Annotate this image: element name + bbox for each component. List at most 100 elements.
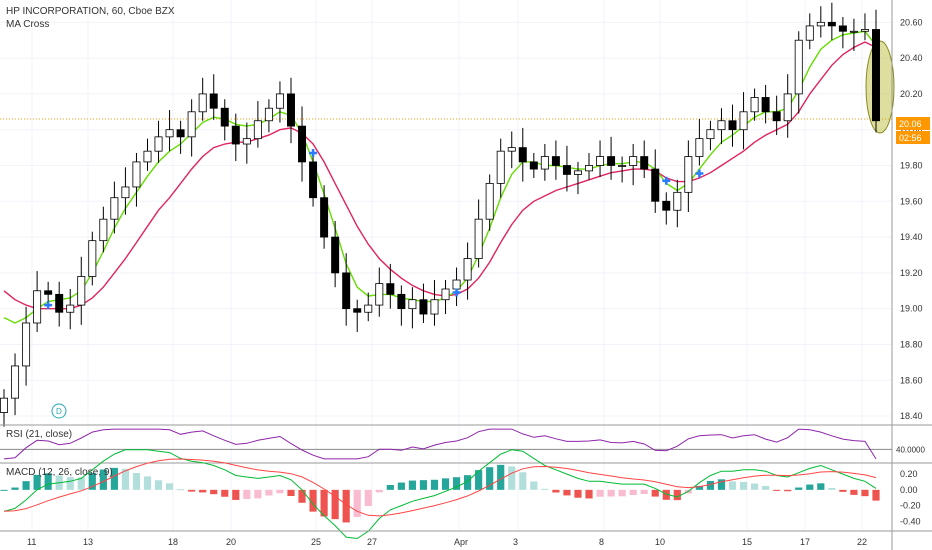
candle-up [474,218,483,259]
time-tick-label: 22 [857,537,867,547]
candle-down [209,93,218,109]
macd-hist-bar [706,480,715,490]
candle-down [662,200,671,211]
candle-up [154,136,163,152]
price-tick-label: 18.80 [900,339,923,349]
candle-down [518,147,527,163]
bar-countdown-tag: 02:56 [899,133,922,143]
candles-layer [0,2,880,427]
macd-hist-bar [408,480,416,490]
candle-up [253,120,262,140]
candle-up [783,93,792,122]
macd-hist-bar [728,481,737,490]
signal-line [3,458,877,517]
macd-hist-bar [828,488,836,490]
macd-hist-bar [0,489,8,491]
macd-hist-bar [541,488,549,490]
price-tick-label: 20.20 [900,89,923,99]
macd-hist-bar [121,468,130,490]
macd-hist-bar [397,482,405,490]
candle-up [463,258,472,281]
time-axis: 11 13 18 20 25 27 Apr 3 8 10 15 17 22 [0,530,932,547]
macd-hist-bar [563,489,571,496]
candle-up [198,93,207,113]
macd-hist-bar [695,485,703,490]
macd-hist-bar [386,485,394,490]
candle-up [430,299,439,315]
macd-hist-bar [662,489,670,500]
macd-hist-bar [210,489,218,495]
macd-hist-bar [254,489,262,499]
price-tick-label: 20.60 [900,17,923,27]
candle-up [165,129,174,138]
candle-up [739,111,748,131]
candle-down [176,129,185,138]
candle-up [441,288,450,301]
macd-hist-bar [739,481,748,490]
time-tick-label: 13 [83,537,93,547]
ma-cross-marker [452,288,461,297]
price-tick-label: 19.20 [900,268,923,278]
rsi-tick-label: 40.0000 [896,445,925,454]
macd-hist-bar [839,489,847,492]
ma-cross-marker [44,301,53,310]
highlight-ellipse [865,40,895,134]
rsi-title: RSI (21, close) [6,429,72,440]
macd-hist-bar [441,478,450,490]
candle-down [761,97,770,113]
dividend-badge-label: D [56,407,62,416]
macd-hist-bar [188,489,196,492]
macd-hist-bar [552,489,560,493]
price-tick-label: 20.40 [900,53,923,63]
macd-tick-label: -0.40 [900,517,921,527]
candle-down [551,156,560,166]
current-price-tag: 20.06 [899,119,922,129]
candle-up [805,25,814,41]
candle-up [375,283,384,306]
macd-hist-bar [199,489,207,493]
time-tick-label: 11 [27,537,36,547]
macd-hist-bar [232,489,240,500]
candle-down [55,293,64,313]
candle-up [22,322,31,367]
indicator-label: MA Cross [6,19,49,30]
time-tick-label: Apr [454,537,468,547]
time-tick-label: 27 [367,537,377,547]
candle-down [640,156,649,170]
candle-up [618,165,627,167]
macd-hist-bar [331,489,339,520]
macd-hist-bar [132,473,141,490]
candle-up [684,156,693,193]
grid [0,0,892,531]
macd-hist-bar [33,474,41,490]
time-tick-label: 18 [168,537,178,547]
ma-cross-marker [309,148,318,157]
candle-up [132,161,141,188]
candle-up [507,147,516,152]
cross-markers [44,148,704,310]
candle-up [849,30,858,33]
candle-down [353,308,362,313]
candle-down [44,290,53,295]
price-tick-label: 19.40 [900,232,923,242]
candle-up [794,39,803,95]
time-tick-label: 25 [311,537,321,547]
macd-hist-bar [22,481,30,490]
dividend-badge[interactable] [51,403,67,419]
price-tag-bg [896,117,930,130]
macd-hist-bar [872,489,880,501]
macd-hist-bar [154,480,163,490]
macd-hist-bar [364,489,372,506]
candle-up [706,129,715,140]
macd-hist-bar [110,467,118,490]
candle-up [585,165,593,172]
macd-hist-bar [596,489,604,497]
candle-up [496,150,505,184]
ma-cross-marker [662,176,671,185]
candle-up [860,29,869,32]
macd-hist-bar [165,483,174,490]
candle-up [77,276,86,306]
macd-hist-bar [353,489,361,518]
candle-up [364,304,373,313]
